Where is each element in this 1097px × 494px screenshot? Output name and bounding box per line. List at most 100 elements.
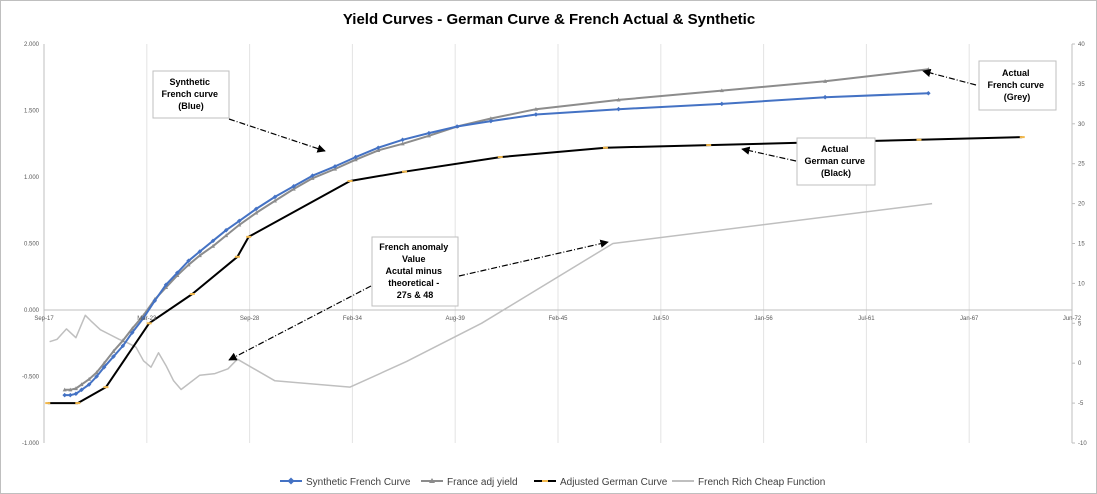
legend-item-adjusted-german[interactable]: Adjusted German Curve [534, 477, 668, 488]
annotation-actual-french-line: Actual French curve (Grey) [987, 68, 1046, 102]
data-point [197, 253, 202, 258]
annotation-synthetic-box [152, 70, 230, 119]
data-point [488, 116, 493, 121]
data-point [94, 370, 99, 375]
data-point [616, 97, 621, 102]
annotation-anomaly-line: French anomaly Value Acutal minus theore… [379, 242, 451, 300]
data-point [79, 387, 84, 393]
data-point [253, 206, 259, 212]
y-left-tick-label: -0.500 [22, 375, 40, 381]
y-left-tick-label: -1.000 [22, 441, 40, 447]
y-right-tick-label: 20 [1078, 202, 1085, 208]
data-point [175, 270, 180, 276]
series-line-french-rich-cheap-function [49, 202, 933, 391]
x-tick-label: Aug-39 [446, 316, 466, 322]
legend-label-synthetic-french: Synthetic French Curve [306, 477, 411, 488]
x-tick-label: Jun-72 [1063, 316, 1082, 322]
data-point [224, 233, 229, 238]
y-right-tick-label: 10 [1078, 281, 1085, 287]
data-point [926, 90, 931, 96]
data-point [719, 88, 724, 93]
x-tick-label: Sep-17 [34, 316, 54, 322]
series-french-rich-cheap-function [49, 202, 933, 391]
data-point [164, 285, 169, 289]
y-left-tick-label: 2.000 [24, 42, 40, 48]
data-point [426, 133, 431, 138]
x-tick-label: Mar-23 [137, 316, 157, 322]
legend-label-french-rich-cheap: French Rich Cheap Function [698, 477, 825, 488]
y-left-tick-label: 0.500 [24, 242, 40, 248]
y-right-tick-label: 30 [1078, 122, 1085, 128]
data-point [68, 387, 73, 392]
data-point [73, 386, 78, 391]
data-point [175, 273, 180, 278]
annotation-actual-german-box [796, 137, 876, 186]
x-tick-label: Jul-50 [653, 316, 670, 322]
data-point [111, 354, 116, 359]
data-point [332, 164, 338, 169]
y-right-tick-label: -10 [1078, 441, 1087, 447]
data-point [141, 315, 146, 321]
annotation-synthetic-line: Synthetic French curve (Blue) [161, 77, 220, 111]
annotation-anomaly-arrow-right [458, 239, 609, 277]
annotation-actual-german-line: Actual German curve (Black) [804, 144, 867, 178]
data-point [254, 210, 259, 215]
data-point [130, 326, 135, 331]
annotation-anomaly-arrow-left [228, 285, 372, 361]
annotation-actual-french-arrow [922, 68, 977, 86]
legend-item-french-rich-cheap[interactable]: French Rich Cheap Function [672, 477, 825, 488]
x-tick-label: Feb-45 [548, 316, 568, 322]
data-point [79, 382, 84, 387]
x-tick-label: Feb-34 [343, 316, 363, 322]
y-right-tick-label: 25 [1078, 162, 1085, 168]
y-left-tick-label: 1.000 [24, 175, 40, 181]
data-point [62, 392, 67, 398]
series-line-adjusted-german-curve [47, 136, 1023, 405]
chart-title: Yield Curves - German Curve & French Act… [343, 11, 755, 28]
data-point [111, 349, 116, 353]
data-point [400, 141, 405, 146]
series-lines [45, 67, 1025, 405]
data-point [68, 392, 73, 398]
legend-item-france-adj-yield[interactable]: France adj yield [421, 477, 518, 488]
x-tick-label: Sep-28 [240, 316, 260, 322]
annotation-synthetic-arrow [228, 118, 326, 153]
data-point [376, 148, 381, 152]
y-right-tick-label: -5 [1078, 401, 1084, 407]
data-point [102, 361, 107, 365]
data-point [310, 173, 315, 178]
y-left-tick-label: 0.000 [24, 308, 40, 314]
annotation-anomaly: French anomaly Value Acutal minus theore… [228, 236, 609, 361]
data-point [237, 222, 242, 227]
y-right-tick-label: 5 [1078, 321, 1082, 327]
legend-label-france-adj-yield: France adj yield [447, 477, 518, 488]
data-point [210, 243, 215, 248]
y-left-tick-label: 1.500 [24, 109, 40, 115]
annotation-actual-german: Actual German curve (Black) [741, 137, 876, 186]
series-adjusted-german-curve [45, 136, 1025, 405]
data-point [353, 157, 358, 162]
annotation-actual-french: Actual French curve (Grey) [922, 60, 1057, 111]
annotation-anomaly-box [371, 236, 459, 307]
data-point [163, 282, 169, 287]
legend-item-synthetic-french[interactable]: Synthetic French Curve [280, 477, 411, 488]
data-point [186, 262, 191, 267]
data-point [333, 166, 338, 171]
tick-labels: Sep-17 Mar-23 Sep-28 Feb-34 Aug-39 Feb-45 Jul-… [22, 42, 1087, 447]
data-point [152, 298, 158, 303]
y-right-tick-label: 35 [1078, 82, 1085, 88]
x-tick-label: Jul-61 [858, 316, 875, 322]
data-point [272, 194, 278, 200]
y-right-tick-label: 40 [1078, 42, 1085, 48]
annotation-actual-german-arrow [741, 146, 797, 162]
data-point [616, 106, 621, 112]
annotation-actual-french-box [978, 60, 1057, 111]
data-point [533, 106, 538, 111]
data-point [291, 184, 296, 189]
data-point [87, 376, 92, 381]
data-point [400, 137, 405, 143]
data-point [291, 186, 296, 191]
data-point [533, 112, 539, 117]
data-point [822, 94, 828, 100]
